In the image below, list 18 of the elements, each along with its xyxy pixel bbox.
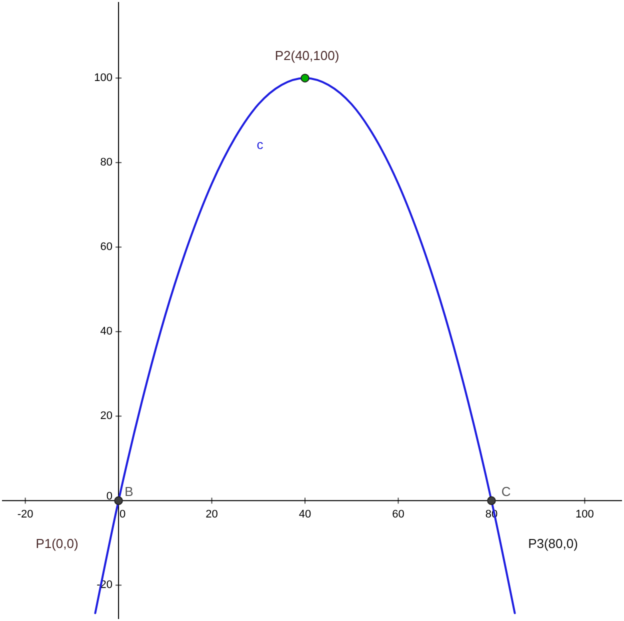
y-tick-label: 40 <box>100 326 113 338</box>
annotation: B <box>124 484 134 499</box>
annotation: P1(0,0) <box>36 536 78 551</box>
x-tick-label: 40 <box>298 508 312 521</box>
x-tick-label: 20 <box>206 508 218 521</box>
y-tick-label: 100 <box>94 72 113 84</box>
annotation: P3(80,0) <box>528 536 578 551</box>
x-tick-label: -20 <box>17 508 34 521</box>
annotation: C <box>501 484 511 499</box>
y-tick-label: 80 <box>100 156 113 169</box>
annotation: c <box>256 137 264 152</box>
y-tick-label: 0 <box>106 490 113 503</box>
x-tick-label: 0 <box>119 508 126 521</box>
x-tick-label: 100 <box>576 508 594 521</box>
x-tick-label: 60 <box>392 508 404 521</box>
y-tick-label: 60 <box>100 241 113 254</box>
annotation: P2(40,100) <box>274 48 340 63</box>
y-tick-label: 20 <box>100 410 113 422</box>
